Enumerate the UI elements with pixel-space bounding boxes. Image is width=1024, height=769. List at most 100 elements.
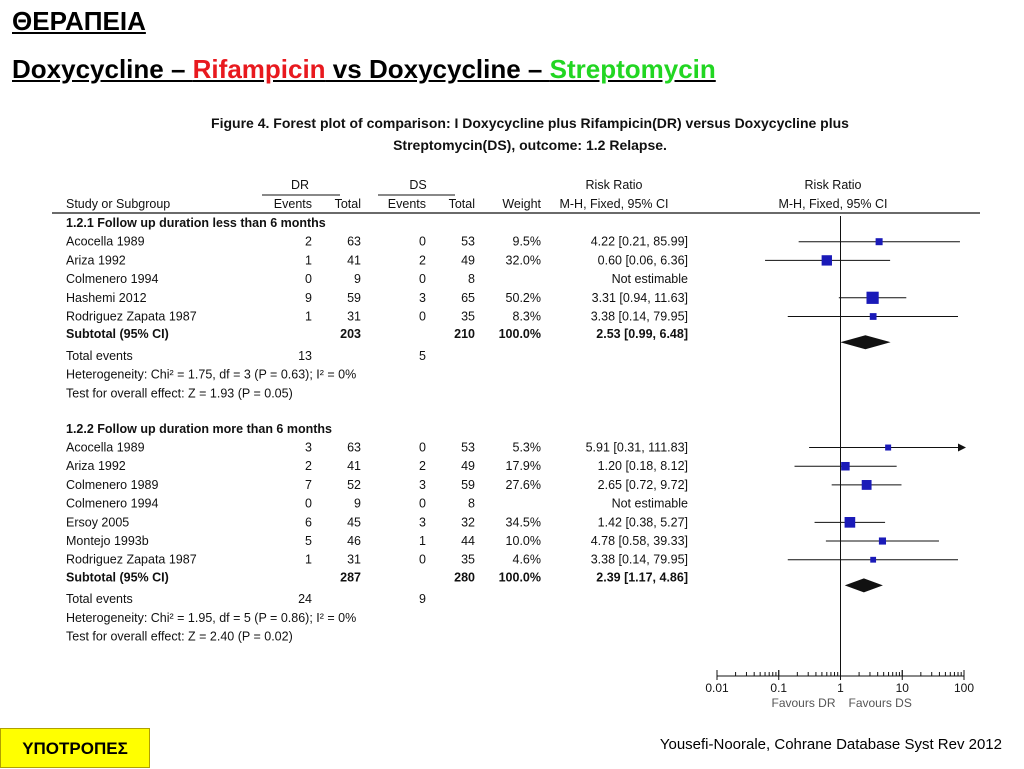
study-point <box>885 444 892 451</box>
ds-events: 2 <box>419 253 426 267</box>
subtitle-part-doxy: Doxycycline – <box>12 54 193 84</box>
dr-total: 63 <box>347 441 361 455</box>
x-tick-label: 1 <box>837 681 844 695</box>
dr-events: 2 <box>305 235 312 249</box>
heterogeneity: Heterogeneity: Chi² = 1.75, df = 3 (P = … <box>66 368 356 382</box>
weight: 34.5% <box>506 515 541 529</box>
dr-events: 5 <box>305 534 312 548</box>
header-weight: Weight <box>502 197 541 211</box>
study-point <box>821 255 832 266</box>
subtotal-risk-ratio: 2.39 [1.17, 4.86] <box>596 570 688 584</box>
dr-total: 9 <box>354 272 361 286</box>
weight: 10.0% <box>506 534 541 548</box>
subgroup-title: 1.2.1 Follow up duration less than 6 mon… <box>66 216 326 230</box>
subtotal-risk-ratio: 2.53 [0.99, 6.48] <box>596 327 688 341</box>
source-citation: Yousefi-Noorale, Cohrane Database Syst R… <box>659 736 1002 753</box>
dr-total: 63 <box>347 235 361 249</box>
header-plot-risk-ratio: Risk Ratio <box>805 178 862 192</box>
study-name: Acocella 1989 <box>66 441 145 455</box>
study-name: Ariza 1992 <box>66 459 126 473</box>
study-point <box>861 480 872 490</box>
total-events-ds: 9 <box>419 592 426 606</box>
x-tick-label: 0.1 <box>770 681 787 695</box>
subtotal-weight: 100.0% <box>499 327 541 341</box>
subtitle-part-vs: vs Doxycycline – <box>325 54 550 84</box>
overall-effect: Test for overall effect: Z = 2.40 (P = 0… <box>66 630 293 644</box>
ds-total: 8 <box>468 497 475 511</box>
subtotal-ds-total: 280 <box>454 570 475 584</box>
ds-events: 0 <box>419 497 426 511</box>
ds-total: 49 <box>461 253 475 267</box>
favours-left-label: Favours DR <box>771 696 835 710</box>
subtotal-diamond <box>840 335 891 350</box>
x-tick-label: 0.01 <box>705 681 729 695</box>
dr-total: 41 <box>347 459 361 473</box>
header-rr-method: M-H, Fixed, 95% CI <box>559 197 668 211</box>
x-tick-label: 100 <box>954 681 974 695</box>
ds-events: 0 <box>419 235 426 249</box>
slide-subtitle: Doxycycline – Rifampicin vs Doxycycline … <box>12 54 716 85</box>
study-point <box>866 291 879 304</box>
header-study: Study or Subgroup <box>66 197 170 211</box>
dr-total: 45 <box>347 515 361 529</box>
subtitle-part-rifampicin: Rifampicin <box>192 54 326 84</box>
x-tick-label: 10 <box>896 681 910 695</box>
ds-total: 8 <box>468 272 475 286</box>
subtotal-label: Subtotal (95% CI) <box>66 570 169 584</box>
dr-total: 59 <box>347 291 361 305</box>
total-events-dr: 24 <box>298 592 312 606</box>
study-name: Rodriguez Zapata 1987 <box>66 553 197 567</box>
weight: 4.6% <box>513 553 542 567</box>
overall-effect: Test for overall effect: Z = 1.93 (P = 0… <box>66 386 293 400</box>
dr-total: 31 <box>347 310 361 324</box>
ds-events: 1 <box>419 534 426 548</box>
dr-events: 1 <box>305 310 312 324</box>
total-events-dr: 13 <box>298 349 312 363</box>
risk-ratio-ci: 4.78 [0.58, 39.33] <box>591 534 688 548</box>
risk-ratio-ci: Not estimable <box>612 497 688 511</box>
dr-events: 0 <box>305 497 312 511</box>
subtotal-dr-total: 203 <box>340 327 361 341</box>
ds-total: 59 <box>461 478 475 492</box>
study-name: Ariza 1992 <box>66 253 126 267</box>
heterogeneity: Heterogeneity: Chi² = 1.95, df = 5 (P = … <box>66 611 356 625</box>
risk-ratio-ci: 3.38 [0.14, 79.95] <box>591 310 688 324</box>
ds-total: 49 <box>461 459 475 473</box>
ds-events: 0 <box>419 553 426 567</box>
header-ds-total: Total <box>449 197 475 211</box>
header-dr-total: Total <box>335 197 361 211</box>
dr-events: 2 <box>305 459 312 473</box>
dr-events: 6 <box>305 515 312 529</box>
weight: 27.6% <box>506 478 541 492</box>
ds-total: 44 <box>461 534 475 548</box>
header-group-ds: DS <box>409 178 426 192</box>
ds-events: 0 <box>419 310 426 324</box>
dr-events: 9 <box>305 291 312 305</box>
weight: 9.5% <box>513 235 542 249</box>
subtitle-part-streptomycin: Streptomycin <box>549 54 716 84</box>
subtotal-weight: 100.0% <box>499 570 541 584</box>
figure-caption-line2: Streptomycin(DS), outcome: 1.2 Relapse. <box>393 137 667 153</box>
weight: 8.3% <box>513 310 542 324</box>
total-events-label: Total events <box>66 592 133 606</box>
dr-total: 41 <box>347 253 361 267</box>
dr-events: 1 <box>305 553 312 567</box>
weight: 17.9% <box>506 459 541 473</box>
study-name: Hashemi 2012 <box>66 291 147 305</box>
dr-total: 31 <box>347 553 361 567</box>
ci-arrow <box>958 443 966 452</box>
study-point <box>869 313 877 320</box>
subgroup-title: 1.2.2 Follow up duration more than 6 mon… <box>66 422 332 436</box>
risk-ratio-ci: 0.60 [0.06, 6.36] <box>598 253 688 267</box>
study-point <box>844 517 856 528</box>
dr-total: 9 <box>354 497 361 511</box>
ds-events: 3 <box>419 291 426 305</box>
weight: 5.3% <box>513 441 542 455</box>
ds-total: 35 <box>461 310 475 324</box>
dr-events: 3 <box>305 441 312 455</box>
ds-total: 65 <box>461 291 475 305</box>
ds-events: 0 <box>419 441 426 455</box>
slide-title: ΘΕΡΑΠΕΙΑ <box>12 6 146 36</box>
study-name: Montejo 1993b <box>66 534 149 548</box>
ds-total: 32 <box>461 515 475 529</box>
